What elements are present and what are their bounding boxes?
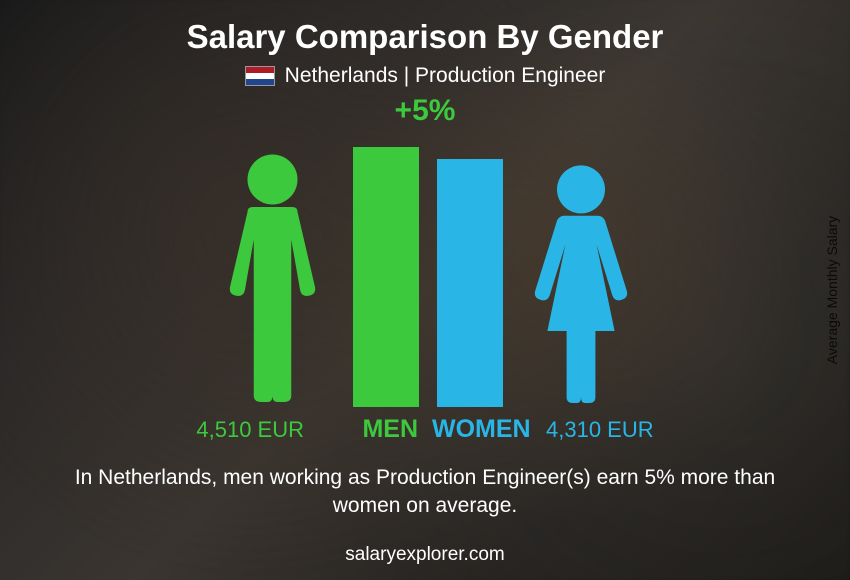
- chart-area: [210, 132, 641, 407]
- y-axis-label: Average Monthly Salary: [824, 216, 840, 364]
- main-title: Salary Comparison By Gender: [187, 18, 664, 56]
- separator: |: [398, 64, 415, 87]
- infographic-container: Salary Comparison By Gender Netherlands …: [0, 0, 850, 580]
- y-axis-label-wrap: Average Monthly Salary: [820, 0, 850, 580]
- women-salary-bar: [437, 159, 503, 407]
- women-salary-value: 4,310 EUR: [546, 417, 696, 443]
- subtitle-row: Netherlands | Production Engineer: [245, 64, 606, 88]
- female-person-icon: [521, 159, 641, 407]
- job-label: Production Engineer: [415, 64, 605, 87]
- men-salary-value: 4,510 EUR: [154, 417, 304, 443]
- footer-source: salaryexplorer.com: [345, 544, 504, 566]
- summary-text: In Netherlands, men working as Productio…: [60, 464, 790, 521]
- country-label: Netherlands: [285, 64, 398, 87]
- women-gender-label: WOMEN: [432, 415, 532, 444]
- male-person-icon: [210, 147, 335, 407]
- labels-row: 4,510 EUR MEN WOMEN 4,310 EUR: [30, 415, 820, 444]
- men-salary-bar: [353, 147, 419, 407]
- women-icon-column: [521, 159, 641, 407]
- flag-stripe-blue: [246, 79, 274, 85]
- percent-difference-label: +5%: [395, 94, 456, 128]
- netherlands-flag-icon: [245, 66, 275, 86]
- men-icon-column: [210, 147, 335, 407]
- subtitle-text: Netherlands | Production Engineer: [285, 64, 606, 88]
- men-gender-label: MEN: [318, 415, 418, 444]
